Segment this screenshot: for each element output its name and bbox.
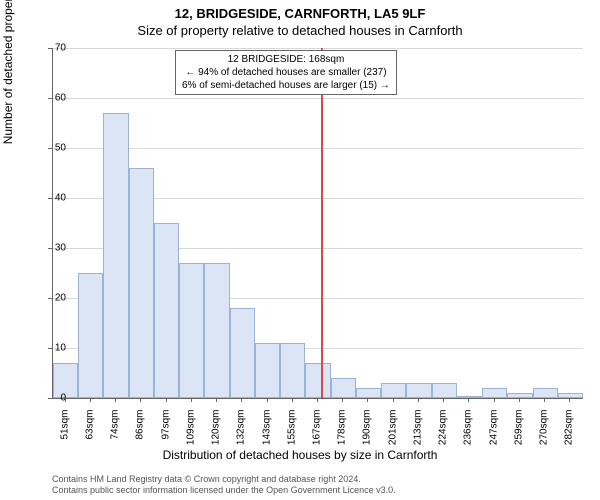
histogram-bar xyxy=(406,383,431,398)
y-tick-mark xyxy=(48,48,52,49)
histogram-bar xyxy=(280,343,305,398)
x-tick-mark xyxy=(569,398,570,402)
histogram-bar xyxy=(482,388,507,398)
x-tick-label: 270sqm xyxy=(539,410,550,450)
y-tick-mark xyxy=(48,198,52,199)
y-tick-mark xyxy=(48,98,52,99)
x-tick-label: 213sqm xyxy=(412,410,423,450)
annotation-line-3: 6% of semi-detached houses are larger (1… xyxy=(182,79,390,92)
histogram-bar xyxy=(255,343,280,398)
x-tick-mark xyxy=(468,398,469,402)
histogram-bar xyxy=(78,273,103,398)
histogram-bar xyxy=(356,388,381,398)
x-tick-mark xyxy=(317,398,318,402)
histogram-bar xyxy=(507,393,532,398)
chart-title-address: 12, BRIDGESIDE, CARNFORTH, LA5 9LF xyxy=(0,0,600,21)
x-tick-label: 51sqm xyxy=(59,410,70,450)
histogram-bar xyxy=(154,223,179,398)
x-tick-label: 74sqm xyxy=(110,410,121,450)
x-tick-mark xyxy=(216,398,217,402)
x-tick-mark xyxy=(494,398,495,402)
x-tick-mark xyxy=(342,398,343,402)
x-tick-label: 201sqm xyxy=(387,410,398,450)
chart-title-description: Size of property relative to detached ho… xyxy=(0,21,600,38)
histogram-bar xyxy=(533,388,558,398)
histogram-bar xyxy=(305,363,330,398)
x-tick-label: 86sqm xyxy=(135,410,146,450)
x-tick-label: 224sqm xyxy=(438,410,449,450)
x-tick-mark xyxy=(393,398,394,402)
x-axis-label: Distribution of detached houses by size … xyxy=(0,448,600,462)
x-tick-label: 109sqm xyxy=(185,410,196,450)
x-tick-label: 190sqm xyxy=(362,410,373,450)
histogram-bar xyxy=(331,378,356,398)
x-tick-label: 155sqm xyxy=(286,410,297,450)
x-tick-label: 63sqm xyxy=(84,410,95,450)
histogram-bar xyxy=(129,168,154,398)
y-tick-mark xyxy=(48,148,52,149)
x-tick-mark xyxy=(90,398,91,402)
gridline xyxy=(53,148,583,149)
x-tick-label: 97sqm xyxy=(160,410,171,450)
x-tick-mark xyxy=(166,398,167,402)
x-tick-mark xyxy=(519,398,520,402)
histogram-bar xyxy=(381,383,406,398)
x-tick-label: 247sqm xyxy=(488,410,499,450)
x-tick-mark xyxy=(241,398,242,402)
x-tick-label: 178sqm xyxy=(337,410,348,450)
x-tick-mark xyxy=(367,398,368,402)
footer-line-1: Contains HM Land Registry data © Crown c… xyxy=(52,474,396,485)
chart-container: 12, BRIDGESIDE, CARNFORTH, LA5 9LF Size … xyxy=(0,0,600,500)
x-tick-label: 236sqm xyxy=(463,410,474,450)
x-tick-label: 132sqm xyxy=(236,410,247,450)
footer-line-2: Contains public sector information licen… xyxy=(52,485,396,496)
x-tick-label: 143sqm xyxy=(261,410,272,450)
copyright-footer: Contains HM Land Registry data © Crown c… xyxy=(52,474,396,496)
plot-area xyxy=(52,48,583,399)
histogram-bar xyxy=(230,308,255,398)
x-tick-label: 282sqm xyxy=(564,410,575,450)
histogram-bar xyxy=(179,263,204,398)
x-tick-mark xyxy=(544,398,545,402)
y-axis-label: Number of detached properties xyxy=(1,0,15,144)
x-tick-label: 120sqm xyxy=(211,410,222,450)
x-tick-mark xyxy=(140,398,141,402)
y-tick-mark xyxy=(48,248,52,249)
gridline xyxy=(53,48,583,49)
annotation-line-2: ← 94% of detached houses are smaller (23… xyxy=(182,66,390,79)
x-tick-mark xyxy=(443,398,444,402)
gridline xyxy=(53,98,583,99)
x-tick-mark xyxy=(115,398,116,402)
x-tick-mark xyxy=(267,398,268,402)
annotation-box: 12 BRIDGESIDE: 168sqm← 94% of detached h… xyxy=(175,50,397,95)
x-tick-mark xyxy=(65,398,66,402)
histogram-bar xyxy=(103,113,128,398)
x-tick-mark xyxy=(191,398,192,402)
y-tick-mark xyxy=(48,348,52,349)
annotation-line-1: 12 BRIDGESIDE: 168sqm xyxy=(182,53,390,66)
y-tick-mark xyxy=(48,398,52,399)
x-tick-label: 259sqm xyxy=(513,410,524,450)
histogram-bar xyxy=(432,383,457,398)
x-tick-label: 167sqm xyxy=(312,410,323,450)
x-tick-mark xyxy=(292,398,293,402)
histogram-bar xyxy=(204,263,229,398)
x-tick-mark xyxy=(418,398,419,402)
y-tick-mark xyxy=(48,298,52,299)
reference-line xyxy=(321,48,323,398)
